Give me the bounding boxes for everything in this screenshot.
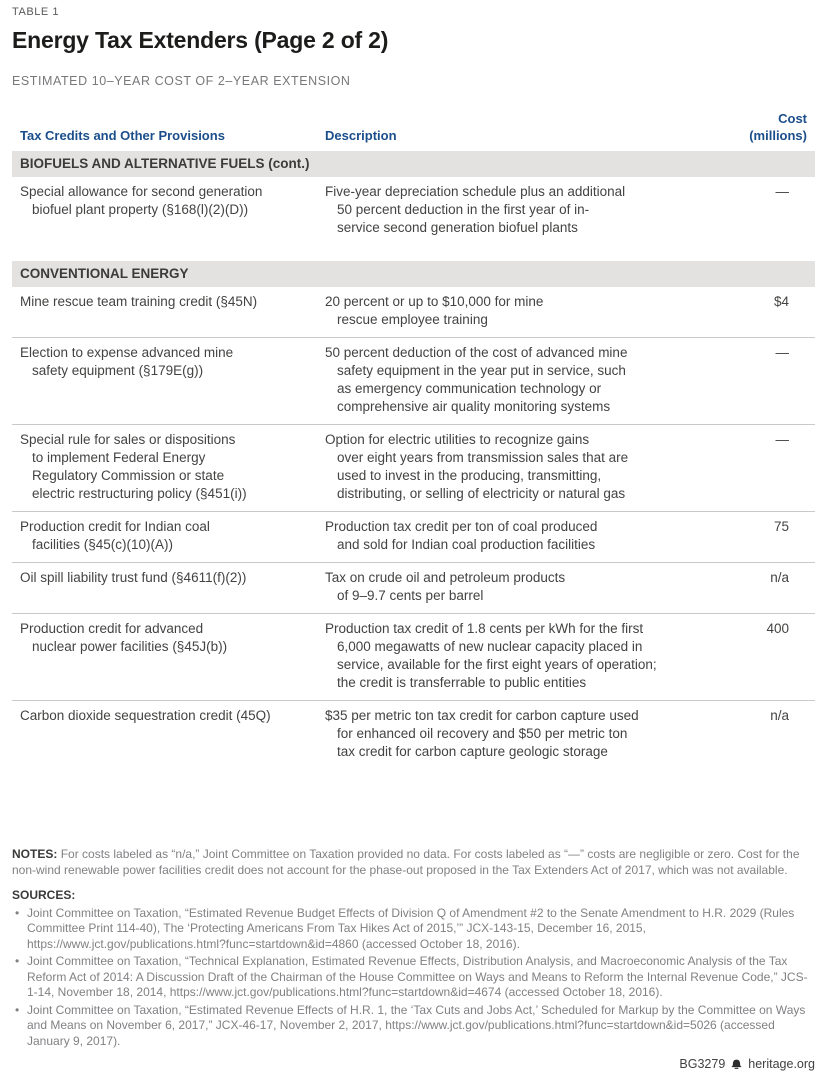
source-item: Joint Committee on Taxation, “Technical …: [12, 954, 815, 1001]
notes-text: For costs labeled as “n/a,” Joint Commit…: [12, 847, 800, 877]
column-header-provisions: Tax Credits and Other Provisions: [20, 128, 225, 144]
table-row: Mine rescue team training credit (§45N) 2…: [12, 287, 815, 339]
cost-cell: n/a: [770, 570, 789, 586]
provision-cell: Special allowance for second generation …: [20, 184, 263, 218]
description-cell: Tax on crude oil and petroleum products …: [325, 570, 566, 604]
source-item: Joint Committee on Taxation, “Estimated …: [12, 1003, 815, 1050]
provision-cell: Production credit for advanced nuclear p…: [20, 621, 228, 655]
liberty-bell-icon: [730, 1058, 743, 1071]
description-cell: 20 percent or up to $10,000 for mine res…: [325, 294, 544, 328]
cost-cell: —: [775, 432, 790, 448]
table-row: Special allowance for second generation …: [12, 177, 815, 245]
provision-cell: Production credit for Indian coal facili…: [20, 519, 210, 553]
document-id: BG3279: [679, 1057, 726, 1071]
site-link: heritage.org: [748, 1057, 815, 1071]
cost-cell: 400: [766, 621, 789, 637]
table-header-row: Tax Credits and Other Provisions Descrip…: [12, 110, 815, 144]
table-sections: BIOFUELS AND ALTERNATIVE FUELS (cont.) S…: [12, 144, 815, 769]
description-cell: Production tax credit per ton of coal pr…: [325, 519, 598, 553]
sources-list: Joint Committee on Taxation, “Estimated …: [12, 906, 815, 1050]
table-row: Carbon dioxide sequestration credit (45Q…: [12, 701, 815, 769]
table-row: Production credit for advanced nuclear p…: [12, 614, 815, 702]
table-row: Production credit for Indian coal facili…: [12, 512, 815, 564]
cost-cell: —: [775, 345, 790, 361]
description-cell: Option for electric utilities to recogni…: [325, 432, 629, 502]
column-header-cost: Cost (millions): [749, 111, 807, 144]
sources-block: SOURCES: Joint Committee on Taxation, “E…: [12, 888, 815, 1049]
section-rows: Special allowance for second generation …: [12, 177, 815, 245]
section-header: BIOFUELS AND ALTERNATIVE FUELS (cont.): [12, 151, 815, 178]
table-row: Election to expense advanced mine safety…: [12, 338, 815, 426]
section-header: CONVENTIONAL ENERGY: [12, 261, 815, 288]
section-rows: Mine rescue team training credit (§45N) 2…: [12, 287, 815, 769]
cost-cell: n/a: [770, 708, 789, 724]
table-section: BIOFUELS AND ALTERNATIVE FUELS (cont.) S…: [12, 151, 815, 245]
table-row: Special rule for sales or dispositions t…: [12, 425, 815, 513]
source-item: Joint Committee on Taxation, “Estimated …: [12, 906, 815, 953]
provision-cell: Oil spill liability trust fund (§4611(f)…: [20, 570, 247, 586]
page-title: Energy Tax Extenders (Page 2 of 2): [12, 27, 389, 53]
notes-label: NOTES:: [12, 847, 58, 862]
cost-cell: 75: [773, 519, 789, 535]
column-header-description: Description: [325, 128, 397, 144]
table-subtitle: ESTIMATED 10–YEAR COST OF 2–YEAR EXTENSI…: [12, 74, 351, 88]
cost-cell: —: [775, 184, 790, 200]
table-row: Oil spill liability trust fund (§4611(f)…: [12, 563, 815, 615]
table-section: CONVENTIONAL ENERGY Mine rescue team tra…: [12, 261, 815, 769]
description-cell: Five-year depreciation schedule plus an …: [325, 184, 626, 236]
provision-cell: Special rule for sales or dispositions t…: [20, 432, 247, 502]
page-footer: BG3279 heritage.org: [12, 1057, 815, 1071]
description-cell: 50 percent deduction of the cost of adva…: [325, 345, 628, 415]
sources-label: SOURCES:: [12, 888, 76, 903]
provision-cell: Mine rescue team training credit (§45N): [20, 294, 258, 310]
provision-cell: Election to expense advanced mine safety…: [20, 345, 234, 379]
cost-cell: $4: [773, 294, 789, 310]
description-cell: $35 per metric ton tax credit for carbon…: [325, 708, 639, 760]
description-cell: Production tax credit of 1.8 cents per k…: [325, 621, 657, 691]
provision-cell: Carbon dioxide sequestration credit (45Q…: [20, 708, 271, 724]
notes-block: NOTES: For costs labeled as “n/a,” Joint…: [12, 847, 815, 878]
table-kicker: TABLE 1: [12, 6, 60, 18]
